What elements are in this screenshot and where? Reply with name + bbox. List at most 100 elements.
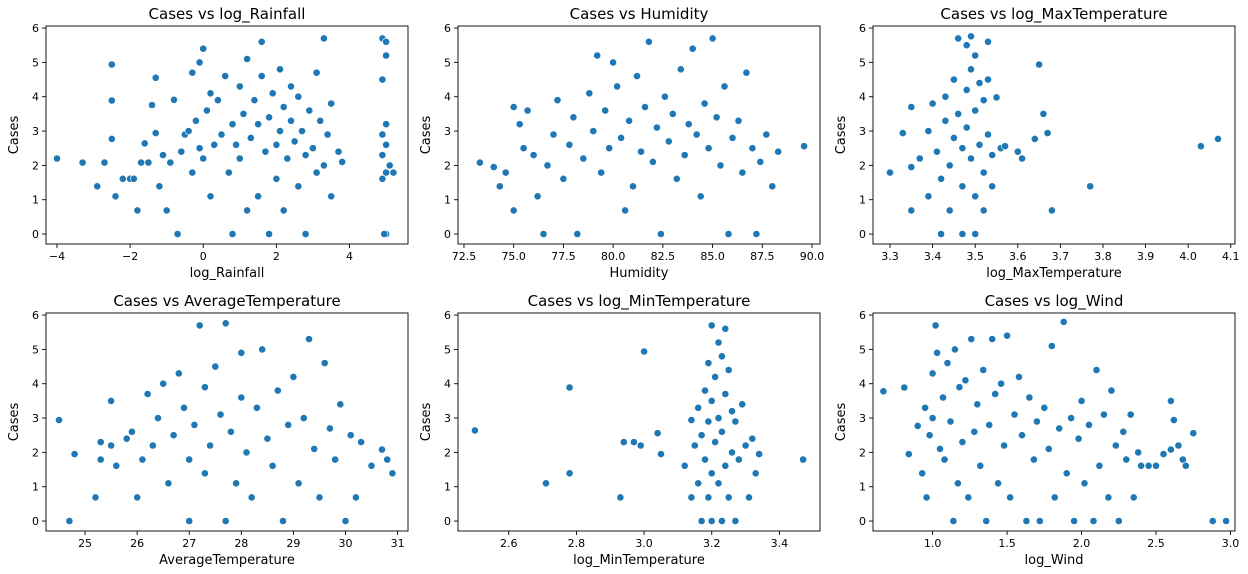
data-point xyxy=(988,182,997,191)
data-point xyxy=(597,168,606,177)
chart-title: Cases vs log_Rainfall xyxy=(149,5,306,24)
data-point xyxy=(137,158,145,167)
y-tick-label: 6 xyxy=(444,22,451,35)
data-point xyxy=(970,427,979,436)
data-point xyxy=(276,65,284,74)
data-point xyxy=(276,127,284,136)
data-point xyxy=(988,151,997,159)
data-point xyxy=(688,44,697,53)
data-point xyxy=(323,130,332,139)
data-point xyxy=(617,133,625,142)
y-tick-label: 2 xyxy=(859,446,866,459)
x-tick-label: −4 xyxy=(49,250,65,263)
data-point xyxy=(1104,493,1113,502)
data-point xyxy=(1122,455,1131,464)
data-point xyxy=(122,434,131,443)
data-point xyxy=(378,151,387,159)
data-point xyxy=(613,82,621,91)
data-point xyxy=(1129,493,1138,502)
data-point xyxy=(385,161,394,170)
data-point xyxy=(164,479,173,488)
data-point xyxy=(258,345,267,354)
data-point xyxy=(973,400,982,409)
data-point xyxy=(190,420,199,429)
data-point xyxy=(921,403,929,412)
data-point xyxy=(720,82,729,91)
data-point xyxy=(718,352,726,361)
plot-frame xyxy=(872,25,1236,245)
data-point xyxy=(933,348,941,357)
data-point xyxy=(731,517,740,525)
data-point xyxy=(701,386,709,395)
x-tick-label: 2 xyxy=(273,250,280,263)
chart-title: Cases vs AverageTemperature xyxy=(113,292,340,310)
y-tick-label: 5 xyxy=(32,343,39,356)
y-axis-label: Cases xyxy=(834,402,849,441)
data-point xyxy=(704,493,713,502)
data-point xyxy=(984,130,992,139)
data-point xyxy=(162,206,171,215)
y-axis-label: Cases xyxy=(7,115,22,154)
data-point xyxy=(687,493,696,502)
data-point xyxy=(495,182,504,191)
data-point xyxy=(680,461,689,470)
chart-title: Cases vs log_MaxTemperature xyxy=(940,5,1167,24)
data-point xyxy=(768,182,777,191)
data-point xyxy=(378,174,387,183)
data-point xyxy=(65,517,74,525)
data-point xyxy=(55,416,63,424)
data-point xyxy=(378,445,386,454)
subplot-1: −4 −2 0 2 4 0 1 2 3 4 5 6 Cases vs log_Rainfall log_R… xyxy=(7,5,409,281)
data-point xyxy=(174,369,183,378)
data-point xyxy=(195,58,204,67)
y-tick-label: 1 xyxy=(32,194,39,207)
data-point xyxy=(645,37,653,46)
data-point xyxy=(382,140,390,149)
data-point xyxy=(210,140,219,149)
data-point xyxy=(1189,429,1198,438)
data-point xyxy=(519,144,528,153)
data-point xyxy=(200,469,209,478)
data-point xyxy=(707,469,716,478)
data-point xyxy=(640,347,648,356)
data-point xyxy=(605,144,614,153)
data-point xyxy=(169,431,178,440)
data-point xyxy=(714,414,723,422)
data-point xyxy=(958,144,967,153)
data-point xyxy=(630,438,638,446)
data-point xyxy=(653,429,662,438)
x-tick-label: 30 xyxy=(338,537,352,550)
data-point xyxy=(886,168,894,177)
data-point xyxy=(585,89,594,98)
data-point xyxy=(707,517,716,525)
data-point xyxy=(1025,393,1034,402)
data-point xyxy=(305,106,314,115)
data-point xyxy=(879,387,888,396)
data-point xyxy=(950,75,958,84)
data-point xyxy=(967,335,976,343)
data-point xyxy=(509,103,518,111)
data-point xyxy=(243,55,251,63)
data-point xyxy=(745,493,753,502)
data-point xyxy=(946,417,955,426)
data-point xyxy=(711,372,719,381)
data-point xyxy=(118,174,127,183)
data-point xyxy=(195,321,204,330)
data-point xyxy=(357,438,365,446)
x-tick-label: 4.1 xyxy=(1222,250,1240,263)
data-point xyxy=(91,493,100,502)
data-point xyxy=(559,174,568,183)
data-point xyxy=(283,154,292,163)
y-tick-label: 4 xyxy=(444,91,451,104)
data-point xyxy=(943,359,952,367)
data-point xyxy=(310,444,319,453)
data-point xyxy=(692,130,701,139)
data-point xyxy=(707,321,716,330)
data-point xyxy=(325,424,334,433)
data-point xyxy=(287,82,295,91)
data-point xyxy=(967,154,975,163)
data-point xyxy=(985,420,994,429)
data-point xyxy=(382,37,390,46)
data-point xyxy=(543,161,552,170)
data-point xyxy=(979,206,988,215)
